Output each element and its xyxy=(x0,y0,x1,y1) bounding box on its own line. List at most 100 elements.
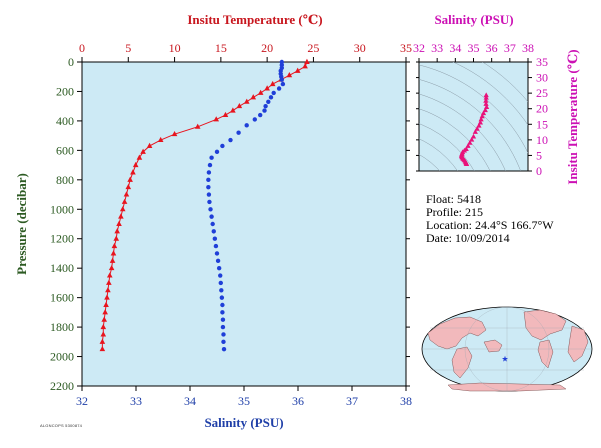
bottom-tick-label: 38 xyxy=(400,394,412,408)
ts-point xyxy=(482,107,488,113)
ts-right-tick-label: 0 xyxy=(536,164,542,178)
salinity-point xyxy=(258,112,263,118)
main-chart: 0 5 10 15 20 25 30 35 32 33 34 35 36 37 38 0 200 400 600 80… xyxy=(14,12,412,430)
salinity-point xyxy=(252,117,257,122)
temperature-point xyxy=(230,107,236,113)
ts-right-tick-label: 25 xyxy=(536,86,548,100)
top-tick-label: 15 xyxy=(215,41,227,55)
salinity-point xyxy=(219,295,225,300)
left-tick-label: 0 xyxy=(68,55,74,69)
temperature-point xyxy=(132,161,139,168)
salinity-point xyxy=(218,273,223,278)
temperature-point xyxy=(106,279,112,285)
temperature-point xyxy=(102,309,108,315)
temperature-point xyxy=(116,220,122,226)
bottom-tick-label: 37 xyxy=(346,394,358,408)
temperature-point xyxy=(99,338,106,344)
date: Date: 10/09/2014 xyxy=(426,231,510,245)
ts-point xyxy=(483,101,489,106)
temperature-point xyxy=(105,287,111,293)
ts-point xyxy=(469,136,475,142)
salinity-point xyxy=(219,288,224,293)
top-tick-label: 10 xyxy=(169,41,181,55)
temperature-point xyxy=(243,98,250,104)
salinity-point xyxy=(206,184,211,190)
salinity-point xyxy=(209,214,214,219)
salinity-point xyxy=(214,149,220,155)
credit-text: ALGNCOPS 5300874 xyxy=(40,423,83,428)
salinity-point xyxy=(210,221,215,227)
ts-point xyxy=(483,97,489,103)
ts-point xyxy=(474,125,480,131)
float-id: Float: 5418 xyxy=(426,192,482,206)
salinity-point xyxy=(228,137,233,143)
temperature-point xyxy=(123,191,130,197)
top-tick-label: 35 xyxy=(400,41,412,55)
ts-right-tick-label: 30 xyxy=(536,71,548,85)
bottom-tick-label: 33 xyxy=(130,394,142,408)
ts-top-tick-label: 34 xyxy=(449,41,461,55)
salinity-point xyxy=(206,192,212,197)
ts-right-tick-label: 5 xyxy=(536,148,542,162)
ts-point xyxy=(465,143,471,148)
ts-right-tick-label: 10 xyxy=(536,133,548,147)
temperature-point xyxy=(236,102,243,109)
left-axis-label: Pressure (decibar) xyxy=(14,173,29,275)
temperature-point xyxy=(302,63,308,69)
left-tick-label: 1800 xyxy=(50,320,74,334)
salinity-point xyxy=(263,103,268,109)
salinity-point xyxy=(206,170,212,175)
main-plot-area xyxy=(81,61,407,387)
temperature-point xyxy=(109,257,116,263)
top-tick-label: 5 xyxy=(125,41,131,55)
ts-top-tick-label: 38 xyxy=(522,41,534,55)
ts-top-axis-label: Salinity (PSU) xyxy=(434,12,513,27)
ts-point xyxy=(483,94,489,100)
left-tick-label: 1600 xyxy=(50,291,74,305)
salinity-point xyxy=(214,251,220,256)
bottom-tick-label: 34 xyxy=(184,394,196,408)
ts-right-tick-label: 20 xyxy=(536,102,548,116)
salinity-point xyxy=(209,155,214,160)
ts-point xyxy=(476,122,482,128)
top-tick-label: 20 xyxy=(261,41,273,55)
temperature-point xyxy=(304,58,310,64)
salinity-point xyxy=(220,302,225,308)
salinity-point xyxy=(271,90,276,96)
salinity-point xyxy=(221,339,226,345)
ts-right-axis-label: Insitu Temperature (℃) xyxy=(565,49,580,184)
temperature-point xyxy=(108,264,115,271)
salinity-point xyxy=(216,265,222,271)
salinity-point xyxy=(276,86,282,91)
ts-series xyxy=(458,92,490,166)
salinity-point xyxy=(268,95,274,100)
top-tick-label: 30 xyxy=(354,41,366,55)
ts-plot-area xyxy=(418,61,529,172)
temperature-point xyxy=(101,316,108,322)
temperature-point xyxy=(250,94,257,100)
ts-right-tick-label: 35 xyxy=(536,55,548,69)
float-location-map xyxy=(421,306,593,392)
salinity-point xyxy=(218,280,223,286)
temperature-point xyxy=(213,116,220,122)
left-tick-label: 200 xyxy=(56,84,74,98)
salinity-point xyxy=(207,162,213,168)
salinity-point xyxy=(221,346,227,352)
temperature-point xyxy=(130,169,136,175)
salinity-point xyxy=(213,243,219,249)
bottom-axis-label: Salinity (PSU) xyxy=(204,415,283,430)
profile-number: Profile: 215 xyxy=(426,205,483,219)
left-tick-label: 2200 xyxy=(50,379,74,393)
temperature-point xyxy=(125,183,132,190)
temperature-point xyxy=(146,142,153,148)
location: Location: 24.4°S 166.7°W xyxy=(426,218,554,232)
ts-point xyxy=(467,139,473,145)
ts-top-tick-label: 36 xyxy=(486,41,498,55)
salinity-point xyxy=(220,324,226,330)
salinity-point xyxy=(220,317,226,322)
top-tick-label: 25 xyxy=(307,41,319,55)
temperature-point xyxy=(171,130,178,137)
salinity-point xyxy=(279,77,284,82)
